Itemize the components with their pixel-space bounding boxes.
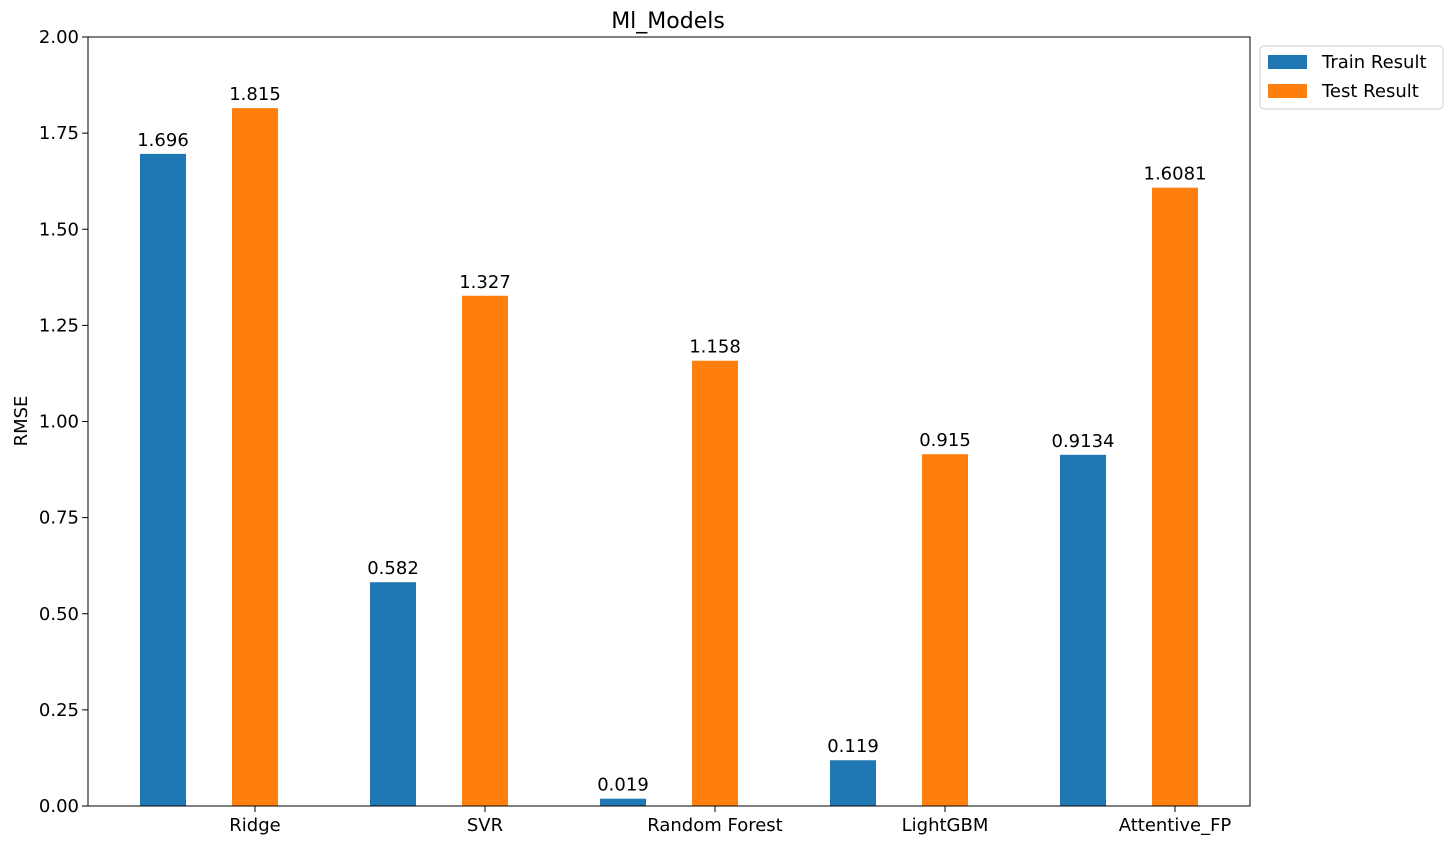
y-tick-label: 2.00	[39, 27, 79, 48]
bar-test-1	[462, 295, 508, 806]
legend-swatch	[1268, 55, 1307, 69]
legend-label: Test Result	[1321, 81, 1419, 102]
plot-frame	[87, 36, 1251, 807]
bar-value-label: 1.158	[689, 337, 741, 358]
x-tick-label: Attentive_FP	[1119, 815, 1232, 836]
y-axis-label: RMSE	[11, 396, 32, 447]
y-tick-label: 1.00	[39, 412, 79, 433]
bar-test-4	[1152, 187, 1198, 806]
bar-train-0	[140, 153, 186, 806]
bar-value-label: 1.6081	[1144, 164, 1207, 185]
bar-test-0	[232, 108, 278, 806]
bar-train-2	[600, 798, 646, 806]
bars	[140, 108, 1198, 806]
y-tick-label: 1.50	[39, 219, 79, 240]
x-axis-ticks: Ridge SVR Random Forest LightGBM Attentive_F…	[229, 806, 1231, 836]
x-tick-label: SVR	[467, 815, 503, 836]
bar-test-2	[692, 360, 738, 806]
y-tick-label: 0.25	[39, 700, 79, 721]
legend: Train Result Test Result	[1259, 45, 1444, 110]
y-tick-label: 1.25	[39, 315, 79, 336]
y-tick-label: 0.00	[39, 796, 79, 817]
bar-value-label: 0.582	[367, 558, 419, 579]
chart-title: Ml_Models	[611, 9, 725, 34]
bar-test-3	[922, 454, 968, 806]
bar-train-1	[370, 582, 416, 806]
bar-value-label: 1.327	[459, 272, 511, 293]
bar-train-3	[830, 760, 876, 806]
x-tick-label: LightGBM	[902, 815, 989, 836]
x-tick-label: Random Forest	[647, 815, 782, 836]
bar-value-label: 0.915	[919, 430, 971, 451]
value-labels: 1.696 0.582 0.019 0.119 0.9134 1.815 1.327 1.15…	[137, 84, 1206, 796]
bar-value-label: 0.9134	[1052, 431, 1115, 452]
legend-swatch	[1268, 84, 1307, 98]
bar-value-label: 0.119	[827, 736, 879, 757]
y-tick-label: 0.75	[39, 508, 79, 529]
legend-label: Train Result	[1321, 52, 1427, 73]
y-axis-ticks: 0.00 0.25 0.50 0.75 1.00 1.25 1.50 1.75 2.00	[39, 27, 88, 817]
x-tick-label: Ridge	[229, 815, 280, 836]
y-tick-label: 1.75	[39, 123, 79, 144]
bar-value-label: 0.019	[597, 775, 649, 796]
y-tick-label: 0.50	[39, 604, 79, 625]
bar-value-label: 1.696	[137, 130, 189, 151]
bar-value-label: 1.815	[229, 84, 281, 105]
bar-train-4	[1060, 454, 1106, 806]
